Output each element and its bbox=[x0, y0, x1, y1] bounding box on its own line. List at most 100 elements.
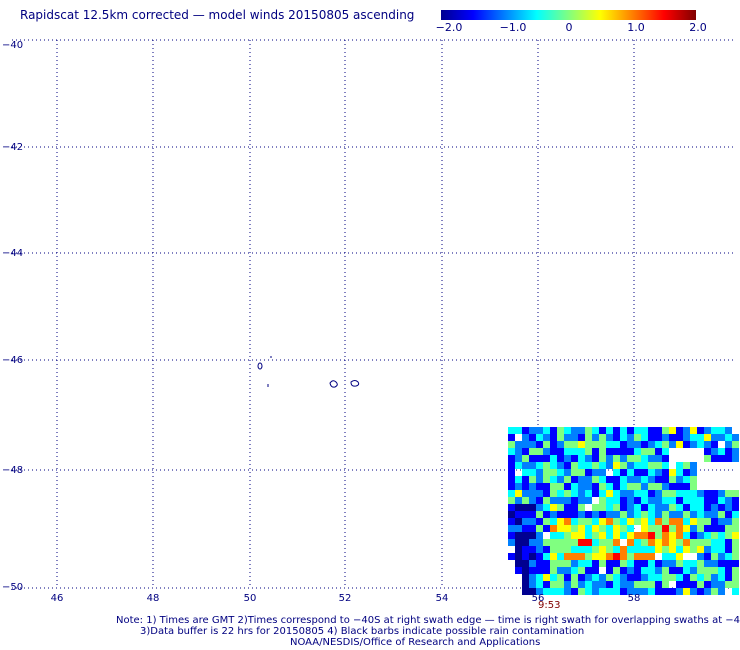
wind-cell bbox=[683, 434, 690, 441]
wind-cell bbox=[641, 574, 648, 581]
wind-cell bbox=[529, 476, 536, 483]
wind-cell bbox=[515, 497, 522, 504]
colorbar-tick: 1.0 bbox=[627, 21, 645, 34]
wind-cell bbox=[578, 434, 585, 441]
wind-cell bbox=[585, 427, 592, 434]
lon-label: 46 bbox=[50, 593, 64, 604]
wind-cell bbox=[697, 581, 704, 588]
wind-cell bbox=[697, 441, 704, 448]
wind-cell bbox=[599, 427, 606, 434]
wind-cell bbox=[564, 525, 571, 532]
wind-cell bbox=[529, 539, 536, 546]
wind-cell bbox=[543, 588, 550, 595]
wind-cell bbox=[620, 427, 627, 434]
wind-cell bbox=[522, 581, 529, 588]
wind-cell bbox=[522, 427, 529, 434]
island-outline bbox=[257, 362, 263, 370]
wind-cell bbox=[634, 532, 641, 539]
wind-cell bbox=[522, 525, 529, 532]
wind-cell bbox=[578, 588, 585, 595]
wind-cell bbox=[592, 455, 599, 462]
wind-cell bbox=[557, 455, 564, 462]
wind-cell bbox=[613, 518, 620, 525]
wind-cell bbox=[662, 469, 669, 476]
wind-cell bbox=[606, 560, 613, 567]
wind-cell bbox=[585, 462, 592, 469]
wind-cell bbox=[606, 476, 613, 483]
wind-cell bbox=[655, 490, 662, 497]
wind-cell bbox=[564, 567, 571, 574]
wind-cell bbox=[571, 469, 578, 476]
wind-cell bbox=[725, 539, 732, 546]
wind-cell bbox=[683, 504, 690, 511]
wind-cell bbox=[634, 567, 641, 574]
wind-cell bbox=[711, 434, 718, 441]
wind-cell bbox=[571, 511, 578, 518]
wind-cell bbox=[634, 448, 641, 455]
wind-cell bbox=[704, 441, 711, 448]
wind-cell bbox=[676, 462, 683, 469]
wind-cell bbox=[648, 525, 655, 532]
wind-cell bbox=[613, 469, 620, 476]
wind-cell bbox=[550, 532, 557, 539]
wind-cell bbox=[725, 455, 732, 462]
wind-cell bbox=[564, 455, 571, 462]
wind-cell bbox=[529, 560, 536, 567]
wind-cell bbox=[571, 574, 578, 581]
wind-cell bbox=[711, 504, 718, 511]
wind-cell bbox=[627, 546, 634, 553]
wind-cell bbox=[557, 581, 564, 588]
wind-cell bbox=[592, 441, 599, 448]
wind-cell bbox=[669, 469, 676, 476]
wind-cell bbox=[543, 525, 550, 532]
wind-cell bbox=[620, 518, 627, 525]
wind-cell bbox=[557, 476, 564, 483]
wind-cell bbox=[536, 434, 543, 441]
wind-cell bbox=[641, 553, 648, 560]
wind-cell bbox=[711, 448, 718, 455]
wind-cell bbox=[648, 581, 655, 588]
wind-cell bbox=[641, 560, 648, 567]
wind-cell bbox=[655, 462, 662, 469]
wind-cell bbox=[613, 504, 620, 511]
wind-cell bbox=[669, 441, 676, 448]
wind-cell bbox=[557, 462, 564, 469]
wind-cell bbox=[676, 539, 683, 546]
wind-cell bbox=[564, 553, 571, 560]
wind-cell bbox=[676, 546, 683, 553]
wind-cell bbox=[655, 497, 662, 504]
wind-cell bbox=[641, 504, 648, 511]
wind-cell bbox=[599, 525, 606, 532]
wind-cell bbox=[606, 504, 613, 511]
wind-cell bbox=[585, 567, 592, 574]
wind-cell bbox=[676, 588, 683, 595]
wind-cell bbox=[711, 427, 718, 434]
wind-cell bbox=[529, 553, 536, 560]
wind-swath bbox=[508, 427, 739, 595]
wind-cell bbox=[599, 588, 606, 595]
wind-cell bbox=[606, 532, 613, 539]
wind-cell bbox=[648, 469, 655, 476]
wind-cell bbox=[669, 546, 676, 553]
wind-cell bbox=[557, 448, 564, 455]
wind-cell bbox=[508, 469, 515, 476]
wind-cell bbox=[557, 504, 564, 511]
wind-cell bbox=[627, 469, 634, 476]
wind-cell bbox=[620, 483, 627, 490]
wind-cell bbox=[536, 427, 543, 434]
wind-cell bbox=[627, 539, 634, 546]
wind-cell bbox=[606, 483, 613, 490]
wind-cell bbox=[599, 490, 606, 497]
wind-cell bbox=[522, 455, 529, 462]
wind-cell bbox=[641, 511, 648, 518]
wind-cell bbox=[662, 476, 669, 483]
wind-cell bbox=[620, 581, 627, 588]
wind-cell bbox=[543, 581, 550, 588]
wind-cell bbox=[711, 560, 718, 567]
wind-cell bbox=[697, 525, 704, 532]
wind-cell bbox=[655, 511, 662, 518]
wind-cell bbox=[592, 567, 599, 574]
wind-cell bbox=[620, 462, 627, 469]
wind-cell bbox=[711, 574, 718, 581]
